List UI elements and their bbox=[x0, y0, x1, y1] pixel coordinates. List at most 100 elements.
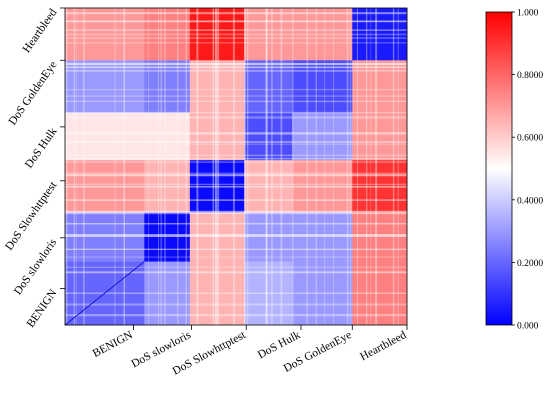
heatmap-stripe bbox=[176, 8, 179, 325]
heatmap-stripe bbox=[217, 8, 220, 325]
heatmap-stripe bbox=[65, 158, 407, 160]
heatmap-stripe bbox=[65, 143, 407, 145]
y-tick-label: BENIGN bbox=[25, 287, 60, 330]
heatmap-stripe bbox=[65, 303, 407, 306]
heatmap-stripe bbox=[65, 132, 407, 135]
heatmap-stripe bbox=[65, 186, 407, 188]
heatmap-stripe bbox=[265, 8, 267, 325]
colorbar-tick-label: 0.6000 bbox=[517, 134, 543, 144]
heatmap-stripe bbox=[65, 62, 407, 66]
heatmap-stripe bbox=[356, 8, 358, 325]
heatmap-cell bbox=[352, 212, 408, 262]
heatmap-stripe bbox=[247, 8, 249, 325]
heatmap-cells bbox=[65, 8, 408, 326]
heatmap-stripe bbox=[324, 8, 326, 325]
heatmap-stripe bbox=[65, 20, 407, 23]
heatmap-cell bbox=[244, 8, 293, 61]
y-tick-label: DoS Hulk bbox=[23, 126, 60, 171]
heatmap-cell bbox=[189, 261, 245, 326]
heatmap-stripe bbox=[349, 8, 352, 325]
heatmap-cell bbox=[65, 112, 145, 161]
heatmap-stripe bbox=[65, 183, 407, 186]
colorbar-tick-label: 0.8000 bbox=[517, 71, 543, 81]
heatmap-cell bbox=[352, 261, 408, 326]
colorbar-tick-label: 0.000 bbox=[517, 322, 539, 332]
heatmap-stripe bbox=[65, 266, 407, 268]
heatmap-cell bbox=[244, 112, 293, 161]
heatmap-stripe bbox=[65, 248, 407, 250]
heatmap-stripe bbox=[65, 212, 407, 215]
heatmap-stripe bbox=[370, 8, 372, 325]
heatmap-cell bbox=[65, 60, 145, 113]
heatmap-stripe bbox=[65, 161, 407, 163]
heatmap-stripe bbox=[397, 8, 399, 325]
heatmap-cell bbox=[292, 261, 353, 326]
heatmap-stripe bbox=[65, 66, 407, 69]
heatmap-stripe bbox=[65, 70, 407, 72]
heatmap-cell bbox=[65, 212, 145, 262]
heatmap-cell bbox=[189, 212, 245, 262]
colorbar-tick-label: 0.2000 bbox=[517, 259, 543, 269]
heatmap-stripe bbox=[65, 95, 407, 97]
heatmap-cell bbox=[189, 8, 245, 61]
heatmap-diagonal bbox=[64, 261, 145, 326]
heatmap-stripe bbox=[65, 12, 407, 15]
heatmap-cell bbox=[144, 212, 191, 262]
heatmap-stripe bbox=[65, 100, 407, 103]
heatmap-cell bbox=[292, 8, 353, 61]
heatmap-stripe bbox=[65, 116, 407, 119]
heatmap-stripe bbox=[65, 141, 407, 143]
heatmap-stripe bbox=[196, 8, 199, 325]
heatmap-stripe bbox=[214, 8, 217, 325]
heatmap-frame bbox=[64, 7, 408, 326]
y-tick-label: Heartbleed bbox=[21, 7, 60, 55]
heatmap-stripe bbox=[243, 8, 246, 325]
heatmap-stripe bbox=[65, 42, 407, 44]
heatmap-stripe bbox=[164, 8, 166, 325]
heatmap-stripe bbox=[315, 8, 317, 325]
heatmap-stripe bbox=[232, 8, 235, 325]
heatmap-stripe bbox=[123, 8, 125, 325]
heatmap-stripe bbox=[65, 37, 407, 39]
heatmap-stripe bbox=[160, 8, 162, 325]
heatmap-stripe bbox=[65, 20, 407, 23]
heatmap-stripe bbox=[291, 8, 294, 325]
heatmap-stripe bbox=[148, 8, 150, 325]
x-tick-label: Heartbleed bbox=[358, 329, 408, 363]
heatmap-cell bbox=[144, 112, 191, 161]
heatmap-stripe bbox=[65, 199, 407, 202]
heatmap-stripe bbox=[365, 8, 368, 325]
heatmap-stripe bbox=[65, 234, 407, 236]
heatmap-stripe bbox=[65, 210, 407, 214]
colorbar-gradient bbox=[485, 11, 513, 326]
heatmap-stripe bbox=[375, 8, 378, 325]
heatmap-stripe bbox=[65, 223, 407, 225]
x-tick-label: BENIGN bbox=[91, 329, 136, 360]
heatmap-stripe bbox=[65, 33, 407, 36]
heatmap-stripe bbox=[212, 8, 215, 325]
heatmap-cell bbox=[292, 60, 353, 113]
heatmap-stripe bbox=[185, 8, 188, 325]
y-tick-label: DoS GoldenEye bbox=[7, 59, 60, 127]
heatmap-stripe bbox=[65, 172, 407, 175]
heatmap-cell bbox=[144, 261, 191, 326]
heatmap-stripe bbox=[75, 8, 77, 325]
heatmap-cell bbox=[292, 212, 353, 262]
heatmap-cell bbox=[244, 212, 293, 262]
heatmap-cell bbox=[144, 60, 191, 113]
heatmap-stripe bbox=[65, 88, 407, 91]
heatmap-stripe bbox=[65, 154, 407, 157]
heatmap-cell bbox=[65, 8, 145, 61]
heatmap-stripe bbox=[280, 8, 283, 325]
heatmap-cell bbox=[189, 112, 245, 161]
heatmap-stripe bbox=[306, 8, 309, 325]
heatmap-stripe bbox=[271, 8, 273, 325]
heatmap-cell bbox=[352, 112, 408, 161]
heatmap-stripe bbox=[158, 8, 160, 325]
heatmap-stripe bbox=[65, 174, 407, 177]
heatmap-stripe bbox=[265, 8, 268, 325]
colorbar-tick-label: 0.4000 bbox=[517, 196, 543, 206]
